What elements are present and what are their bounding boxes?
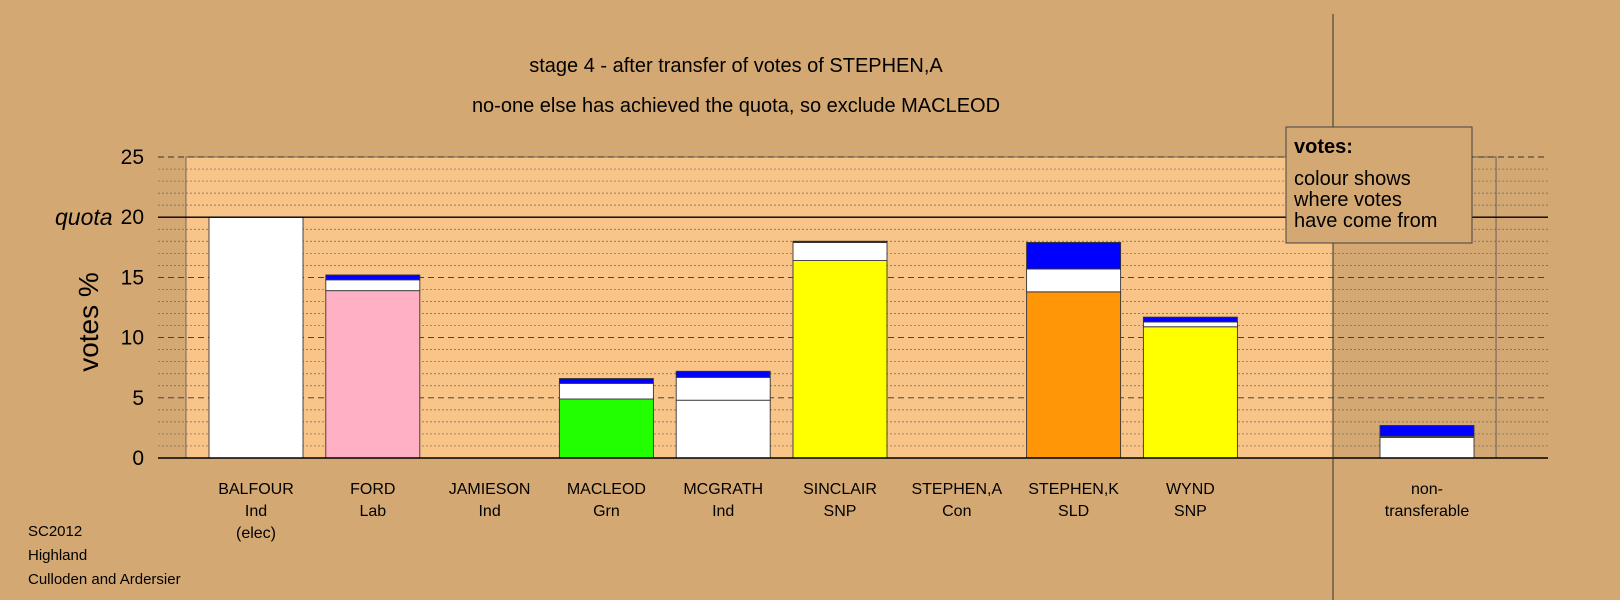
legend-box bbox=[1285, 126, 1473, 244]
footer-line-election: SC2012 bbox=[28, 523, 83, 540]
bar-segment bbox=[1142, 321, 1238, 328]
bar-segment bbox=[675, 370, 771, 378]
x-tick-label: JAMIESON bbox=[449, 481, 531, 498]
y-tick-label: 25 bbox=[121, 146, 144, 169]
x-tick-note: (elec) bbox=[236, 525, 276, 542]
x-tick-party: Grn bbox=[593, 503, 620, 520]
x-tick-label: MCGRATH bbox=[683, 481, 763, 498]
bar-segment bbox=[675, 376, 771, 401]
bar-segment bbox=[1379, 437, 1475, 459]
x-tick-party: SNP bbox=[824, 503, 857, 520]
x-tick-party: Con bbox=[942, 503, 971, 520]
bar-segment bbox=[675, 399, 771, 459]
x-tick-party: Ind bbox=[712, 503, 734, 520]
y-axis-label: votes % bbox=[73, 272, 104, 372]
bar-segment bbox=[792, 260, 888, 459]
quota-label: quota bbox=[55, 204, 113, 230]
x-tick-party: Ind bbox=[478, 503, 500, 520]
x-tick-label: BALFOUR bbox=[218, 481, 294, 498]
bar-segment bbox=[558, 382, 654, 400]
bar-segment bbox=[1026, 268, 1122, 293]
bar-segment bbox=[1142, 326, 1238, 459]
bar-segment bbox=[1026, 291, 1122, 459]
y-tick-label: 15 bbox=[121, 266, 144, 289]
y-tick-label: 20 bbox=[121, 206, 144, 229]
footer-line-council: Highland bbox=[28, 547, 88, 564]
y-tick-label: 5 bbox=[132, 387, 144, 410]
bar-segment bbox=[325, 274, 421, 281]
x-tick-label: SINCLAIR bbox=[803, 481, 877, 498]
y-tick-label: 0 bbox=[132, 447, 144, 470]
bar-segment bbox=[792, 240, 888, 243]
x-tick-label: STEPHEN,K bbox=[1028, 481, 1119, 498]
bar-segment bbox=[558, 378, 654, 384]
bar-segment bbox=[1142, 316, 1238, 323]
x-tick-party: transferable bbox=[1385, 503, 1470, 520]
bar-segment bbox=[558, 398, 654, 459]
legend-text: colour shows bbox=[1294, 168, 1411, 190]
x-tick-label: MACLEOD bbox=[567, 481, 646, 498]
chart-footer: SC2012 Highland Culloden and Ardersier bbox=[28, 520, 181, 592]
x-tick-party: SNP bbox=[1174, 503, 1207, 520]
chart-subtitle: no-one else has achieved the quota, so e… bbox=[472, 95, 1000, 117]
legend-text: where votes bbox=[1293, 189, 1402, 211]
bar-segment bbox=[1026, 242, 1122, 270]
x-tick-label: STEPHEN,A bbox=[911, 481, 1002, 498]
x-tick-party: Lab bbox=[359, 503, 386, 520]
chart-title: stage 4 - after transfer of votes of STE… bbox=[529, 55, 943, 77]
x-tick-party: SLD bbox=[1058, 503, 1089, 520]
x-tick-label: WYND bbox=[1166, 481, 1215, 498]
bar-segment bbox=[325, 279, 421, 292]
x-tick-label: FORD bbox=[350, 481, 395, 498]
footer-line-ward: Culloden and Ardersier bbox=[28, 571, 181, 588]
legend-text: have come from bbox=[1294, 210, 1437, 232]
legend-title: votes: bbox=[1294, 136, 1353, 158]
bar-segment bbox=[1379, 425, 1475, 437]
x-tick-label: non- bbox=[1411, 481, 1443, 498]
bar-segment bbox=[208, 216, 304, 459]
bar-segment bbox=[325, 290, 421, 459]
bar-segment bbox=[792, 242, 888, 261]
x-tick-party: Ind bbox=[245, 503, 267, 520]
y-tick-label: 10 bbox=[121, 327, 144, 350]
